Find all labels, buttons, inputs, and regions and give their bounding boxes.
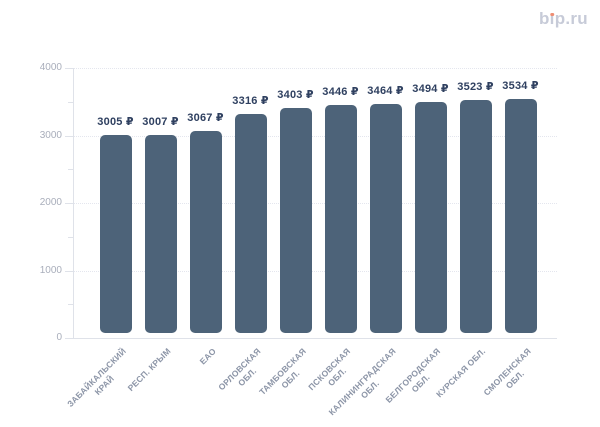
bar[interactable] bbox=[414, 102, 447, 333]
bar-value-label: 3446 ₽ bbox=[322, 86, 359, 99]
bar[interactable] bbox=[504, 99, 537, 333]
y-axis-major-tick bbox=[65, 203, 73, 204]
y-gridline bbox=[74, 68, 557, 69]
bar-value-label: 3534 ₽ bbox=[502, 80, 539, 93]
x-axis-tick-label: РЕСП. КРЫМ bbox=[125, 346, 173, 394]
bar-group: 3005 ₽ bbox=[93, 68, 138, 338]
bar-group: 3523 ₽ bbox=[453, 68, 498, 338]
y-gridline bbox=[74, 135, 557, 137]
x-axis-tick-label: ЗАБАЙКАЛЬСКИЙ КРАЙ bbox=[64, 346, 128, 409]
bar-group: 3316 ₽ bbox=[228, 68, 273, 338]
y-axis-major-tick bbox=[65, 270, 73, 272]
bar[interactable] bbox=[459, 100, 492, 333]
bar-value-label: 3007 ₽ bbox=[142, 116, 179, 129]
x-axis-tick-label: ЕАО bbox=[197, 346, 218, 367]
bar-value-label: 3403 ₽ bbox=[277, 89, 314, 102]
y-gridline bbox=[74, 203, 557, 204]
y-axis-minor-tick bbox=[68, 101, 73, 103]
y-axis-minor-tick bbox=[68, 236, 73, 238]
bar-group: 3067 ₽ bbox=[183, 68, 228, 338]
bar-value-label: 3005 ₽ bbox=[97, 116, 134, 129]
bar[interactable] bbox=[324, 105, 357, 333]
bars-container: 3005 ₽ 3007 ₽ 3067 ₽ 3316 ₽ 3403 ₽ 3446 ₽ 3464… bbox=[93, 68, 543, 338]
y-axis-tick-label: 1000 bbox=[39, 264, 62, 276]
bar-value-label: 3464 ₽ bbox=[367, 85, 404, 98]
brand-logo[interactable]: bı p.ru bbox=[539, 9, 588, 29]
bar[interactable] bbox=[144, 135, 177, 333]
y-axis-tick-label: 4000 bbox=[39, 62, 62, 73]
bar-group: 3494 ₽ bbox=[408, 68, 453, 338]
bar-group: 3403 ₽ bbox=[273, 68, 318, 338]
logo-letter-b: b bbox=[538, 9, 550, 28]
logo-letter-i: ı bbox=[549, 9, 555, 28]
x-axis-line bbox=[73, 338, 557, 339]
y-axis-minor-tick bbox=[68, 304, 73, 306]
bar-value-label: 3494 ₽ bbox=[412, 83, 449, 96]
bar[interactable] bbox=[369, 104, 402, 333]
bar-value-label: 3067 ₽ bbox=[187, 111, 224, 124]
y-axis-major-tick bbox=[65, 338, 73, 339]
x-axis-tick-label: ТАМБОВСКАЯ ОБЛ. bbox=[256, 346, 308, 397]
bar-value-label: 3316 ₽ bbox=[232, 95, 269, 108]
bar[interactable] bbox=[279, 108, 312, 333]
x-axis-tick-label: СМОЛЕНСКАЯ ОБЛ. bbox=[481, 346, 533, 398]
bar-group: 3446 ₽ bbox=[318, 68, 363, 338]
y-axis-major-tick bbox=[65, 135, 73, 137]
y-axis-tick-label: 2000 bbox=[39, 197, 62, 208]
bar[interactable] bbox=[99, 135, 132, 333]
y-axis-major-tick bbox=[65, 68, 73, 69]
logo-rest: p.ru bbox=[554, 9, 588, 28]
y-axis-tick-label: 0 bbox=[56, 332, 62, 343]
bar-group: 3534 ₽ bbox=[498, 68, 543, 338]
bar-group: 3464 ₽ bbox=[363, 68, 408, 338]
y-gridline bbox=[74, 270, 557, 272]
bar[interactable] bbox=[189, 130, 222, 333]
y-axis-minor-tick bbox=[68, 169, 73, 171]
bar-group: 3007 ₽ bbox=[138, 68, 183, 338]
y-axis-tick-label: 3000 bbox=[39, 129, 62, 141]
bar[interactable] bbox=[234, 114, 267, 333]
bar-value-label: 3523 ₽ bbox=[457, 81, 494, 94]
logo-i-dot bbox=[550, 12, 554, 16]
y-axis-line bbox=[73, 68, 74, 338]
